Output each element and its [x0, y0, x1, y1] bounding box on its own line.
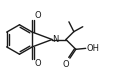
Text: O: O	[62, 60, 69, 69]
Text: N: N	[53, 35, 59, 44]
Text: O: O	[35, 11, 41, 20]
Text: O: O	[35, 59, 41, 68]
Text: OH: OH	[86, 44, 99, 53]
